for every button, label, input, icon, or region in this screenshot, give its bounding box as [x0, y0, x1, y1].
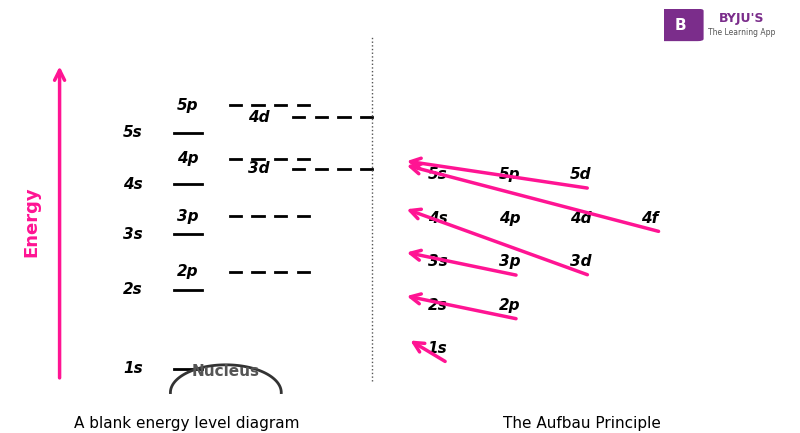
Text: 3s: 3s — [428, 254, 447, 269]
Text: 3d: 3d — [570, 254, 592, 269]
Text: 4s: 4s — [428, 211, 447, 226]
Text: 4p: 4p — [177, 151, 198, 166]
Text: 3p: 3p — [177, 209, 198, 224]
Text: 4p: 4p — [499, 211, 521, 226]
FancyBboxPatch shape — [658, 9, 704, 41]
Text: 2s: 2s — [428, 298, 447, 313]
Text: 5p: 5p — [499, 167, 521, 182]
Text: The Aufbau Principle: The Aufbau Principle — [503, 417, 661, 431]
Text: 2s: 2s — [123, 282, 142, 297]
Text: 4d: 4d — [248, 110, 270, 125]
Text: 2p: 2p — [499, 298, 521, 313]
Text: 3d: 3d — [248, 161, 270, 176]
Text: 5s: 5s — [123, 126, 142, 140]
Text: 5p: 5p — [177, 98, 198, 113]
Text: The Learning App: The Learning App — [708, 28, 776, 37]
Text: 4d: 4d — [570, 211, 592, 226]
Text: 1s: 1s — [123, 361, 142, 376]
Text: A blank energy level diagram: A blank energy level diagram — [74, 417, 299, 431]
Text: 4f: 4f — [642, 211, 658, 226]
Text: 4s: 4s — [123, 177, 142, 192]
Text: 3p: 3p — [499, 254, 521, 269]
Text: 1s: 1s — [428, 342, 447, 356]
Text: 5s: 5s — [428, 167, 447, 182]
Text: Energy: Energy — [23, 187, 41, 258]
Text: BYJU'S: BYJU'S — [719, 12, 765, 25]
Text: 2p: 2p — [177, 264, 198, 279]
Text: B: B — [675, 18, 686, 32]
Text: 3s: 3s — [123, 226, 142, 242]
Text: 5d: 5d — [570, 167, 592, 182]
Text: Nucleus: Nucleus — [192, 364, 260, 379]
